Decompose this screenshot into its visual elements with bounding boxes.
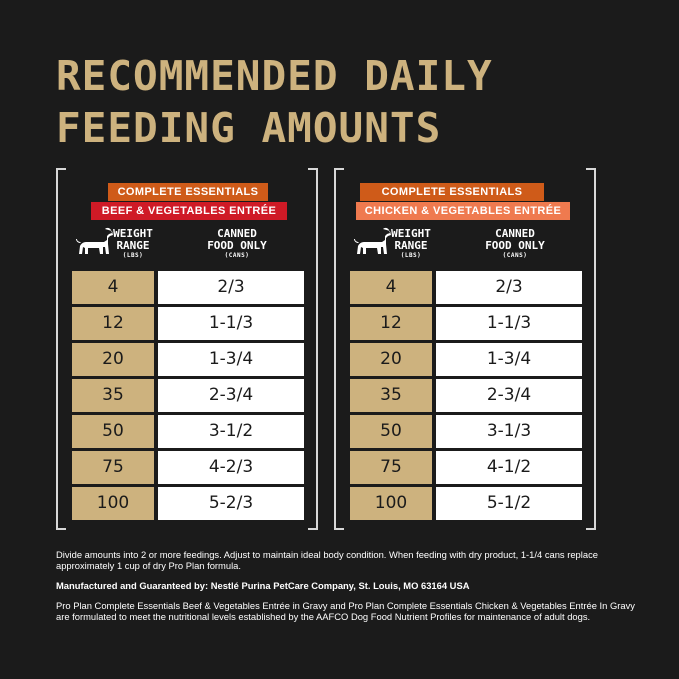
product-line-badge: COMPLETE ESSENTIALS <box>360 183 544 201</box>
cans-cell: 2/3 <box>158 271 304 304</box>
dog-icon <box>354 227 391 254</box>
table-row: 35 2-3/4 <box>350 379 582 412</box>
feeding-table-beef: COMPLETE ESSENTIALS BEEF & VEGETABLES EN… <box>56 168 318 530</box>
weight-range-header: WEIGHT RANGE (LBS) <box>108 228 158 260</box>
table-row: 75 4-1/2 <box>350 451 582 484</box>
feeding-instructions: Divide amounts into 2 or more feedings. … <box>56 549 598 571</box>
table-body: 4 2/3 12 1-1/3 20 1-3/4 35 2-3/4 50 3-1/2 75 4… <box>72 271 304 523</box>
product-name-badge: CHICKEN & VEGETABLES ENTRÉE <box>356 202 570 220</box>
weight-cell: 100 <box>350 487 432 520</box>
cans-cell: 1-1/3 <box>436 307 582 340</box>
cans-cell: 1-3/4 <box>158 343 304 376</box>
header-canned: CANNED <box>495 227 535 240</box>
cans-cell: 2-3/4 <box>158 379 304 412</box>
title-line-1: RECOMMENDED DAILY <box>56 52 493 100</box>
header-weight-unit: (LBS) <box>400 252 422 259</box>
dog-icon <box>76 227 113 254</box>
bracket-left <box>334 168 344 530</box>
cans-cell: 3-1/3 <box>436 415 582 448</box>
cans-cell: 1-3/4 <box>436 343 582 376</box>
header-range: RANGE <box>394 239 428 252</box>
table-row: 12 1-1/3 <box>350 307 582 340</box>
cans-cell: 5-2/3 <box>158 487 304 520</box>
table-row: 50 3-1/3 <box>350 415 582 448</box>
cans-cell: 4-1/2 <box>436 451 582 484</box>
footnotes: Divide amounts into 2 or more feedings. … <box>56 549 636 631</box>
table-row: 12 1-1/3 <box>72 307 304 340</box>
table-row: 100 5-2/3 <box>72 487 304 520</box>
cans-cell: 3-1/2 <box>158 415 304 448</box>
weight-cell: 4 <box>72 271 154 304</box>
header-weight: WEIGHT <box>113 227 153 240</box>
header-food-only: FOOD ONLY <box>485 239 545 252</box>
table-row: 75 4-2/3 <box>72 451 304 484</box>
feeding-table-chicken: COMPLETE ESSENTIALS CHICKEN & VEGETABLES… <box>334 168 596 530</box>
weight-cell: 4 <box>350 271 432 304</box>
table-row: 20 1-3/4 <box>350 343 582 376</box>
weight-cell: 20 <box>350 343 432 376</box>
weight-cell: 75 <box>350 451 432 484</box>
table-row: 4 2/3 <box>350 271 582 304</box>
page-title: RECOMMENDED DAILY FEEDING AMOUNTS <box>56 50 656 154</box>
weight-cell: 50 <box>72 415 154 448</box>
table-row: 35 2-3/4 <box>72 379 304 412</box>
table-row: 20 1-3/4 <box>72 343 304 376</box>
table-body: 4 2/3 12 1-1/3 20 1-3/4 35 2-3/4 50 3-1/3 75 4… <box>350 271 582 523</box>
canned-food-header: CANNED FOOD ONLY (CANS) <box>460 228 570 260</box>
header-food-only: FOOD ONLY <box>207 239 267 252</box>
weight-cell: 100 <box>72 487 154 520</box>
bracket-right <box>586 168 596 530</box>
product-name-badge: BEEF & VEGETABLES ENTRÉE <box>91 202 287 220</box>
manufacturer-line: Manufactured and Guaranteed by: Nestlé P… <box>56 580 470 591</box>
header-canned: CANNED <box>217 227 257 240</box>
cans-cell: 5-1/2 <box>436 487 582 520</box>
canned-food-header: CANNED FOOD ONLY (CANS) <box>182 228 292 260</box>
bracket-right <box>308 168 318 530</box>
table-row: 4 2/3 <box>72 271 304 304</box>
weight-cell: 50 <box>350 415 432 448</box>
header-cans-unit: (CANS) <box>224 252 250 259</box>
cans-cell: 1-1/3 <box>158 307 304 340</box>
weight-cell: 12 <box>72 307 154 340</box>
product-line-badge: COMPLETE ESSENTIALS <box>108 183 268 201</box>
weight-cell: 12 <box>350 307 432 340</box>
header-cans-unit: (CANS) <box>502 252 528 259</box>
title-line-2: FEEDING AMOUNTS <box>56 104 442 152</box>
cans-cell: 2-3/4 <box>436 379 582 412</box>
weight-cell: 20 <box>72 343 154 376</box>
aafco-statement: Pro Plan Complete Essentials Beef & Vege… <box>56 600 635 622</box>
cans-cell: 2/3 <box>436 271 582 304</box>
header-weight-unit: (LBS) <box>122 252 144 259</box>
table-row: 50 3-1/2 <box>72 415 304 448</box>
header-range: RANGE <box>116 239 150 252</box>
bracket-left <box>56 168 66 530</box>
weight-cell: 35 <box>350 379 432 412</box>
weight-range-header: WEIGHT RANGE (LBS) <box>386 228 436 260</box>
weight-cell: 35 <box>72 379 154 412</box>
table-row: 100 5-1/2 <box>350 487 582 520</box>
cans-cell: 4-2/3 <box>158 451 304 484</box>
weight-cell: 75 <box>72 451 154 484</box>
header-weight: WEIGHT <box>391 227 431 240</box>
